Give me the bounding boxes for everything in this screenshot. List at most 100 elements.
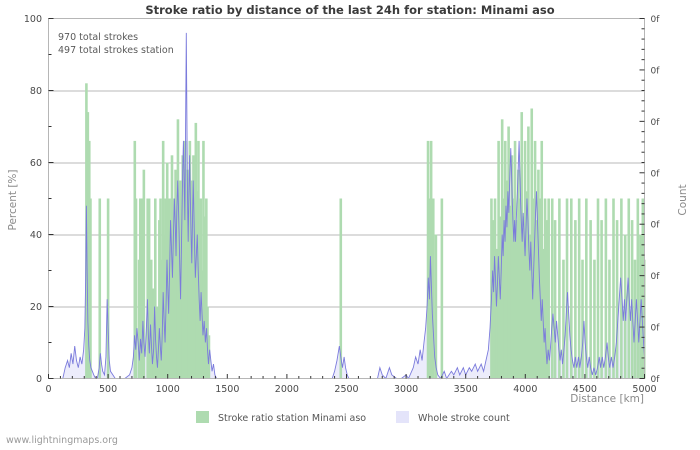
ratio-bar [203,216,207,379]
y2-tick-label: 0f [651,375,661,385]
ratio-bar [570,198,573,379]
ratio-bar [615,220,619,379]
ratio-bar [550,198,554,379]
ratio-bar [515,220,519,379]
y2-axis-label: Count [677,184,689,215]
ratio-bar [503,140,507,379]
ratio-bar [517,169,520,379]
ratio-bar [149,259,153,379]
ratio-bar [156,306,159,379]
ratio-bar [89,198,92,379]
ratio-bar [562,259,565,379]
ratio-bar [630,220,634,379]
ratio-bar [585,198,588,379]
ratio-bar [577,198,581,379]
y-tick-label: 0 [36,374,42,385]
x-tick-label: 1000 [156,384,180,395]
legend-swatch [196,411,209,423]
ratio-bar [202,140,205,379]
ratio-bar [543,198,547,379]
ratio-bar [434,234,438,379]
ratio-bar [199,198,203,379]
ratio-bar [495,248,498,379]
y-axis-count: 0f 0f 0f 0f 0f 0f 0f 0f [639,15,661,385]
ratio-bar [86,112,90,379]
ratio-bar [512,198,515,379]
ratio-bar [426,140,430,379]
ratio-bar [164,198,168,379]
x-tick-label: 2500 [334,384,358,395]
legend-swatch [396,411,409,423]
ratio-bar [507,126,510,379]
y2-tick-label: 0f [651,15,661,25]
legend-label: Whole stroke count [418,413,510,424]
ratio-bar [530,108,534,379]
ratio-bar [535,220,539,379]
whole-stroke-count-line [48,32,645,380]
chart-title: Stroke ratio by distance of the last 24h… [145,3,554,17]
ratio-bar [533,140,537,379]
ratio-bar [493,198,497,379]
x-tick-label: 0 [45,384,51,395]
ratio-bar [612,198,615,379]
x-tick-label: 4500 [573,384,597,395]
ratio-bar [152,288,155,379]
ratio-bar [205,198,208,379]
ratio-bar [159,198,162,379]
ratio-bar [542,248,545,379]
ratio-bar [510,155,514,379]
y2-tick-label: 0f [651,221,661,231]
ratio-bar [581,259,584,379]
y2-tick-label: 0f [651,324,661,334]
ratio-bar [194,122,198,379]
ratio-bar [146,198,149,379]
ratio-bar [537,169,540,379]
ratio-bar [339,198,343,379]
ratio-bar [525,191,529,379]
ratio-bar [431,198,435,379]
ratio-bar [429,140,433,379]
y2-tick-label: 0f [651,169,661,179]
y-tick-label: 20 [30,302,42,313]
ratio-bar [528,234,532,379]
x-tick-label: 2000 [275,384,299,395]
ratio-bar [574,220,577,379]
stroke-ratio-bars [85,83,646,379]
ratio-bar [600,220,603,379]
x-tick-label: 3500 [454,384,478,395]
x-axis-label: Distance [km] [570,393,644,405]
ratio-bar [142,169,146,379]
ratio-bar [513,140,517,379]
ratio-bar [596,198,600,379]
y-axis-label: Percent [%] [7,169,19,230]
ratio-bar [558,198,561,379]
chart-legend: Stroke ratio station Minami aso Whole str… [196,411,510,424]
ratio-bar [540,140,544,379]
count-line [48,32,645,380]
y2-tick-label: 0f [651,272,661,282]
ratio-bar [547,198,550,379]
y-tick-label: 80 [30,86,42,97]
ratio-bar [545,220,549,379]
ratio-bar [163,234,166,379]
ratio-bar [641,198,645,379]
footer-site: www.lightningmaps.org [6,435,118,446]
ratio-bar [154,198,157,379]
x-tick-label: 3000 [394,384,418,395]
ratio-bar [604,198,608,379]
y-tick-label: 100 [24,14,42,25]
x-tick-label: 4000 [513,384,537,395]
ratio-bar [491,220,495,379]
y2-tick-label: 0f [651,118,661,128]
ratio-bar [593,259,596,379]
ratio-bar [553,220,557,379]
ratio-bar [134,198,138,379]
ratio-bar [565,198,569,379]
ratio-bar [608,259,611,379]
y-tick-label: 60 [30,158,42,169]
ratio-bar [523,140,527,379]
y2-tick-label: 0f [651,66,661,76]
x-tick-label: 500 [99,384,117,395]
